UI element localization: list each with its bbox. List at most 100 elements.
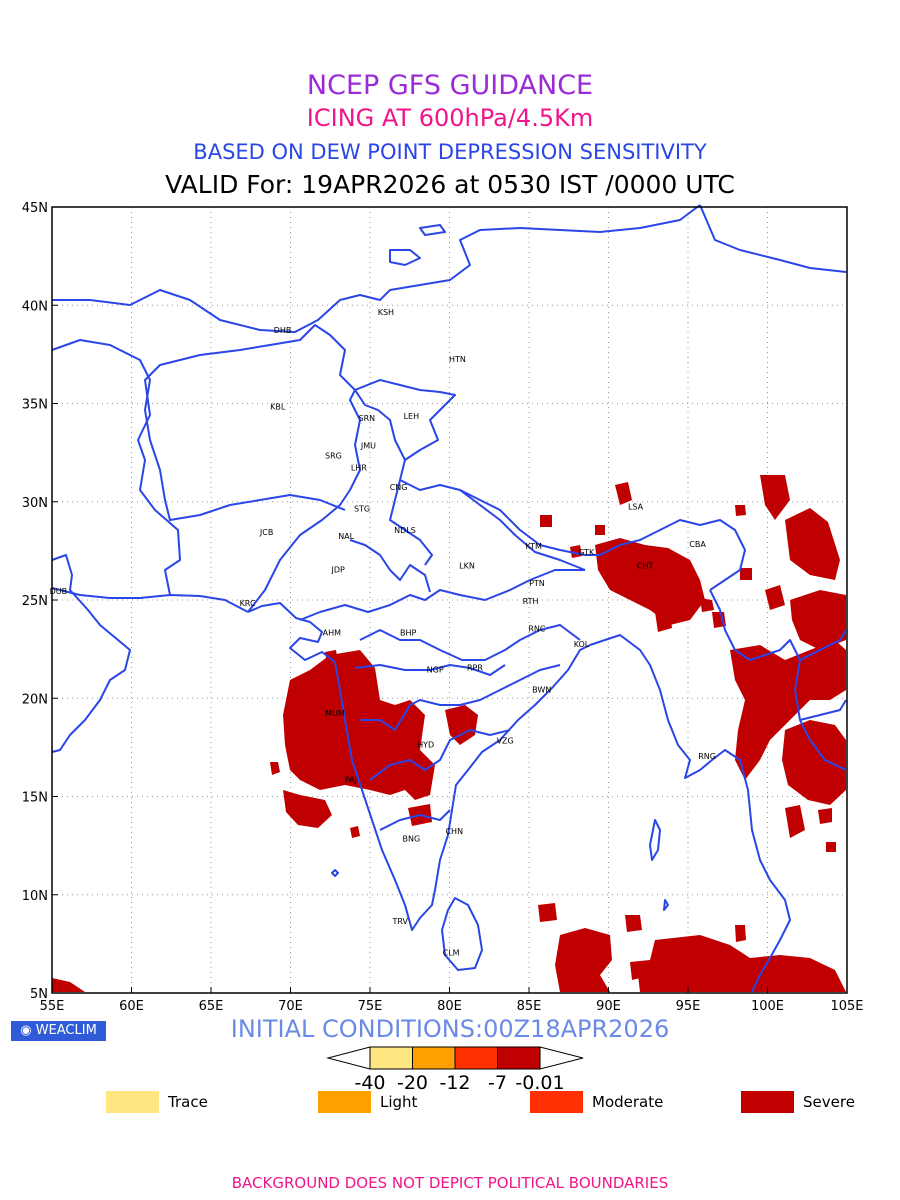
title-line-3: BASED ON DEW POINT DEPRESSION SENSITIVIT… bbox=[193, 140, 707, 164]
icing-area bbox=[538, 903, 557, 922]
station-label: MUM bbox=[325, 709, 345, 718]
icing-area bbox=[785, 805, 805, 838]
station-label: LSA bbox=[628, 503, 644, 512]
station-label: JMU bbox=[360, 442, 376, 451]
station-label: RTH bbox=[523, 597, 539, 606]
border-india-states-8 bbox=[389, 479, 433, 566]
icing-area bbox=[818, 808, 832, 824]
legend-swatch-moderate bbox=[530, 1091, 583, 1113]
lon-tick-label: 95E bbox=[676, 999, 701, 1014]
station-labels: KSH DHB HTN KBL SRN LEH JMU SRG LHR CNG STG JCB NAL N… bbox=[50, 308, 716, 958]
nicobar-islands bbox=[663, 899, 669, 911]
lon-tick-label: 60E bbox=[119, 999, 144, 1014]
coastline-india-west bbox=[247, 602, 591, 931]
border-laos bbox=[799, 629, 847, 661]
station-label: HTN bbox=[449, 355, 466, 364]
station-label: CBA bbox=[689, 540, 706, 549]
station-label: NDLS bbox=[394, 526, 416, 535]
station-label: AHM bbox=[323, 628, 341, 637]
station-label: STG bbox=[354, 505, 370, 514]
icing-area bbox=[655, 610, 672, 632]
severe-icing-areas bbox=[52, 475, 846, 992]
icing-area bbox=[785, 508, 840, 580]
station-label: KTM bbox=[526, 542, 543, 551]
station-label: NGP bbox=[427, 666, 444, 675]
border-india-states-1 bbox=[299, 569, 585, 621]
title-line-1: NCEP GFS GUIDANCE bbox=[306, 70, 594, 101]
icing-area bbox=[283, 790, 332, 828]
legend-label-light: Light bbox=[380, 1093, 418, 1111]
station-label: LKN bbox=[459, 562, 475, 571]
station-label: CLM bbox=[443, 949, 460, 958]
station-label: CHN bbox=[445, 827, 463, 836]
station-label: JCB bbox=[259, 528, 273, 537]
station-label: RPR bbox=[467, 664, 483, 673]
lon-tick-label: 80E bbox=[437, 999, 462, 1014]
icing-area bbox=[826, 842, 836, 852]
lon-tick-label: 65E bbox=[199, 999, 224, 1014]
legend-swatch-severe bbox=[741, 1091, 794, 1113]
coastlines-and-boundaries bbox=[51, 204, 847, 993]
border-india-states-4 bbox=[360, 664, 561, 731]
legend-swatch-trace bbox=[106, 1091, 159, 1113]
station-label: GTK bbox=[578, 548, 595, 557]
icing-area bbox=[283, 650, 435, 800]
station-label: LHR bbox=[351, 463, 367, 472]
border-myanmar bbox=[709, 589, 811, 741]
axis-ticks: 55E 60E 65E 70E 75E 80E 85E 90E 95E 100E 105E 5N 10N… bbox=[22, 201, 864, 1014]
station-label: PAJ bbox=[345, 776, 357, 785]
weaclim-badge: ◉ WEACLIM bbox=[11, 1021, 106, 1041]
icing-area bbox=[735, 505, 746, 516]
station-label: DHB bbox=[274, 326, 292, 335]
lon-tick-label: 70E bbox=[278, 999, 303, 1014]
border-tibet bbox=[354, 379, 456, 461]
station-label: KOL bbox=[574, 640, 590, 649]
footer-note: BACKGROUND DOES NOT DEPICT POLITICAL BOU… bbox=[231, 1174, 669, 1192]
lat-tick-label: 5N bbox=[30, 987, 48, 1002]
lon-tick-label: 90E bbox=[596, 999, 621, 1014]
station-label: PTN bbox=[529, 579, 545, 588]
lat-tick-label: 40N bbox=[22, 299, 48, 314]
station-label: VZG bbox=[497, 736, 514, 745]
station-label: NAL bbox=[338, 532, 354, 541]
weaclim-logo-icon: ◉ bbox=[20, 1023, 36, 1038]
coastline-bangladesh-myanmar bbox=[589, 634, 791, 959]
border-india-states-2 bbox=[359, 624, 581, 661]
icing-area bbox=[765, 585, 785, 610]
border-india-states-6 bbox=[379, 809, 451, 831]
valid-time: VALID For: 19APR2026 at 0530 IST /0000 U… bbox=[165, 170, 735, 199]
station-label: HYD bbox=[417, 740, 434, 749]
border-thailand bbox=[799, 699, 847, 721]
icing-area bbox=[782, 720, 846, 805]
station-label: JDP bbox=[331, 565, 346, 574]
icing-area bbox=[595, 525, 605, 535]
border-west bbox=[137, 324, 356, 596]
station-label: TRV bbox=[391, 917, 408, 926]
icing-area bbox=[555, 928, 612, 992]
station-label: CNG bbox=[390, 483, 408, 492]
border-china-mongolia bbox=[699, 204, 847, 273]
icing-area bbox=[350, 826, 360, 838]
lat-tick-label: 45N bbox=[22, 201, 48, 216]
station-label: BWN bbox=[532, 685, 551, 694]
lat-tick-label: 10N bbox=[22, 889, 48, 904]
lon-tick-label: 55E bbox=[40, 999, 65, 1014]
icing-area bbox=[615, 482, 632, 505]
border-cambodia bbox=[809, 739, 847, 771]
coastline-sea-asia bbox=[751, 957, 771, 993]
andaman-islands bbox=[649, 819, 661, 861]
station-label: RNG bbox=[698, 752, 716, 761]
lon-tick-label: 75E bbox=[358, 999, 383, 1014]
icing-area bbox=[540, 515, 552, 527]
icing-area bbox=[595, 538, 705, 625]
sri-lanka bbox=[441, 897, 483, 971]
border-india-north bbox=[399, 479, 746, 591]
weaclim-label: WEACLIM bbox=[35, 1023, 97, 1038]
lat-lon-grid bbox=[52, 207, 847, 993]
initial-conditions: INITIAL CONDITIONS:00Z18APR2026 bbox=[230, 1015, 670, 1043]
legend-label-trace: Trace bbox=[168, 1093, 208, 1111]
icing-area bbox=[325, 650, 338, 664]
station-label: RNC bbox=[528, 624, 546, 633]
icing-area bbox=[760, 475, 790, 520]
